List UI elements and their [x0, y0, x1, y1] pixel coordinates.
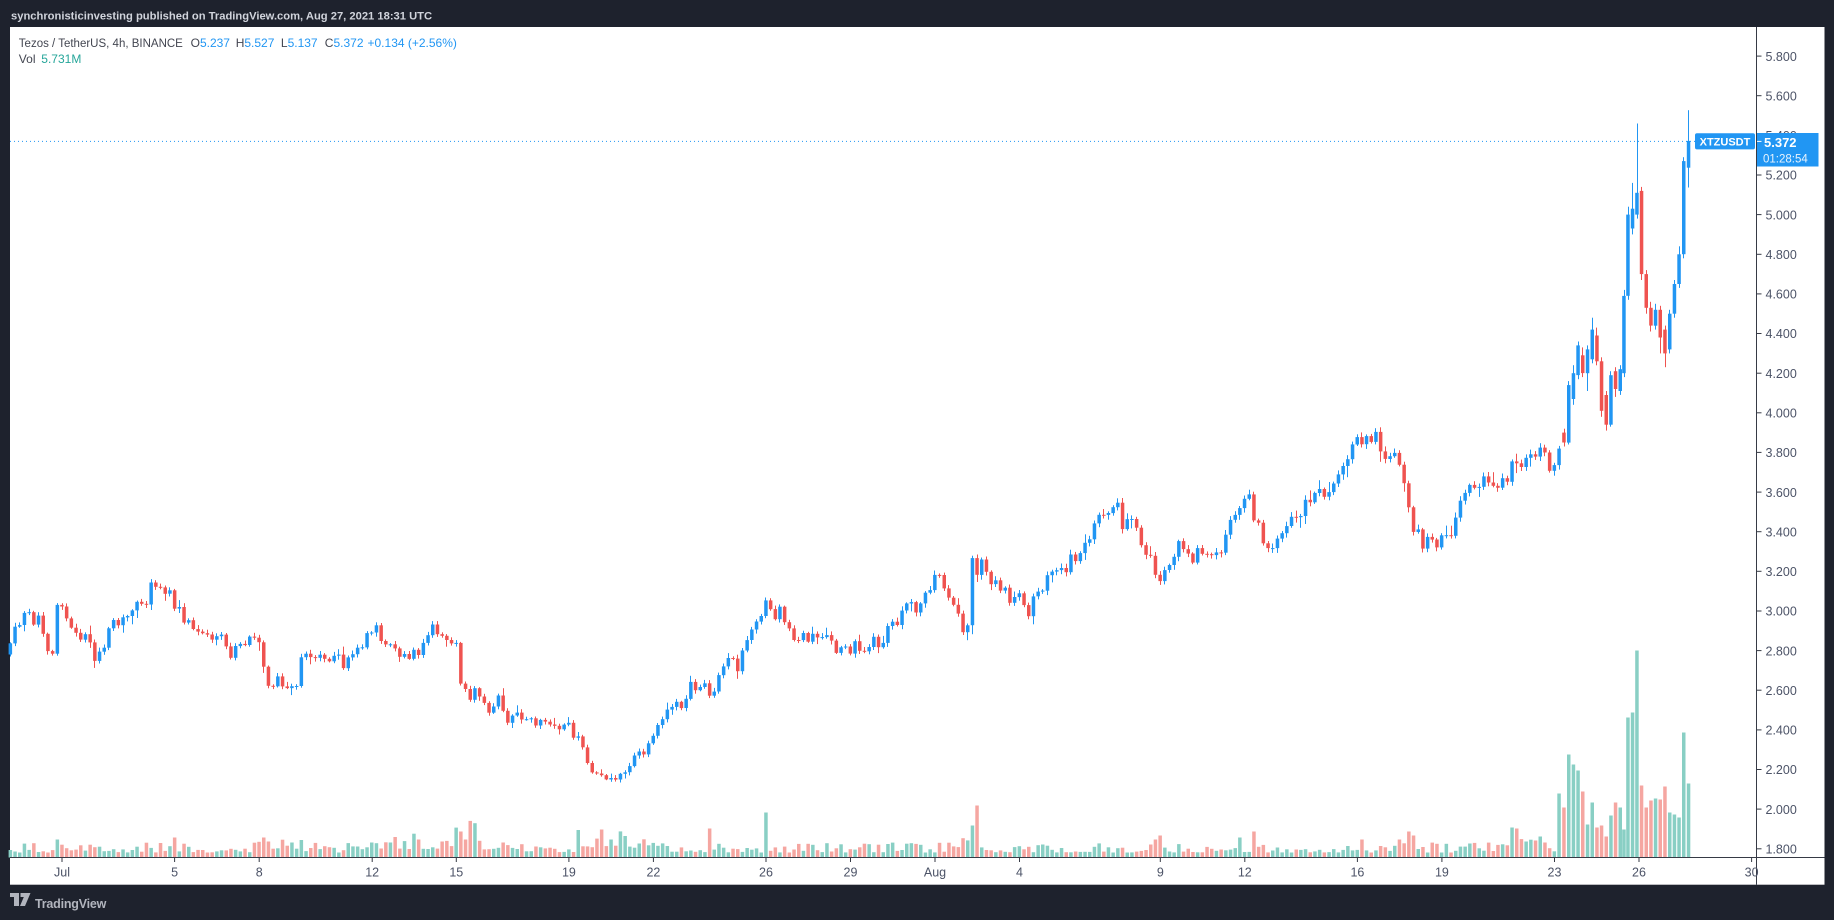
svg-text:30: 30 [1745, 866, 1759, 880]
svg-text:16: 16 [1350, 866, 1364, 880]
svg-text:2.000: 2.000 [1766, 803, 1797, 817]
svg-text:15: 15 [449, 866, 463, 880]
svg-text:26: 26 [759, 866, 773, 880]
svg-text:2.200: 2.200 [1766, 763, 1797, 777]
svg-text:synchronisticinvesting publish: synchronisticinvesting published on Trad… [11, 11, 432, 23]
svg-text:4.200: 4.200 [1766, 367, 1797, 381]
svg-text:12: 12 [1238, 866, 1252, 880]
svg-text:Vol: Vol [19, 52, 36, 66]
svg-text:4.000: 4.000 [1766, 407, 1797, 421]
svg-text:26: 26 [1632, 866, 1646, 880]
svg-text:XTZUSDT: XTZUSDT [1700, 137, 1751, 149]
svg-text:1.800: 1.800 [1766, 843, 1797, 857]
svg-text:9: 9 [1157, 866, 1164, 880]
svg-text:4.600: 4.600 [1766, 288, 1797, 302]
svg-text:2.600: 2.600 [1766, 684, 1797, 698]
svg-text:5: 5 [171, 866, 178, 880]
svg-text:5.800: 5.800 [1766, 50, 1797, 64]
svg-text:01:28:54: 01:28:54 [1763, 154, 1808, 166]
svg-text:5.200: 5.200 [1766, 169, 1797, 183]
svg-text:3.800: 3.800 [1766, 446, 1797, 460]
svg-text:Jul: Jul [54, 866, 70, 880]
svg-text:5.731M: 5.731M [41, 52, 81, 66]
svg-text:2.400: 2.400 [1766, 724, 1797, 738]
svg-text:23: 23 [1548, 866, 1562, 880]
svg-text:5.372: 5.372 [1764, 135, 1797, 150]
svg-text:3.200: 3.200 [1766, 565, 1797, 579]
svg-text:8: 8 [256, 866, 263, 880]
svg-text:TradingView: TradingView [35, 897, 107, 911]
svg-text:12: 12 [365, 866, 379, 880]
svg-text:4.800: 4.800 [1766, 248, 1797, 262]
svg-text:3.000: 3.000 [1766, 605, 1797, 619]
svg-text:19: 19 [562, 866, 576, 880]
svg-text:5.600: 5.600 [1766, 89, 1797, 103]
svg-text:5.000: 5.000 [1766, 208, 1797, 222]
svg-text:22: 22 [646, 866, 660, 880]
svg-text:29: 29 [844, 866, 858, 880]
svg-text:4.400: 4.400 [1766, 327, 1797, 341]
svg-text:3.600: 3.600 [1766, 486, 1797, 500]
svg-text:Tezos / TetherUS, 4h, BINANCE: Tezos / TetherUS, 4h, BINANCE [19, 38, 183, 50]
svg-text:3.400: 3.400 [1766, 525, 1797, 539]
svg-text:2.800: 2.800 [1766, 644, 1797, 658]
svg-text:4: 4 [1016, 866, 1023, 880]
svg-text:19: 19 [1435, 866, 1449, 880]
svg-text:Aug: Aug [924, 866, 946, 880]
